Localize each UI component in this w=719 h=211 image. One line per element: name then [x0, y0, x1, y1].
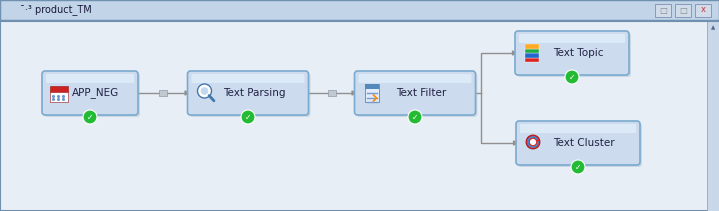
FancyBboxPatch shape [525, 58, 539, 62]
FancyBboxPatch shape [359, 74, 472, 83]
Text: ¯·³ product_TM: ¯·³ product_TM [20, 5, 92, 15]
Circle shape [241, 110, 255, 124]
FancyBboxPatch shape [44, 73, 140, 117]
Circle shape [530, 139, 536, 145]
FancyBboxPatch shape [46, 74, 134, 83]
Circle shape [565, 70, 579, 84]
Text: ✓: ✓ [569, 73, 575, 81]
FancyBboxPatch shape [188, 71, 308, 115]
FancyBboxPatch shape [159, 90, 167, 96]
FancyBboxPatch shape [675, 4, 691, 17]
FancyBboxPatch shape [365, 84, 378, 102]
FancyBboxPatch shape [517, 33, 631, 77]
FancyBboxPatch shape [191, 74, 305, 83]
Circle shape [408, 110, 422, 124]
FancyBboxPatch shape [516, 121, 640, 165]
FancyBboxPatch shape [0, 0, 719, 20]
FancyBboxPatch shape [695, 4, 711, 17]
Circle shape [198, 84, 211, 98]
Text: ▲: ▲ [711, 26, 715, 31]
FancyBboxPatch shape [50, 92, 68, 102]
FancyBboxPatch shape [354, 71, 475, 115]
FancyBboxPatch shape [327, 90, 336, 96]
Text: Text Filter: Text Filter [396, 88, 446, 98]
Circle shape [201, 87, 209, 95]
Text: x: x [700, 5, 705, 15]
FancyBboxPatch shape [525, 49, 539, 53]
FancyBboxPatch shape [42, 71, 138, 115]
FancyBboxPatch shape [50, 86, 68, 92]
Text: ✓: ✓ [574, 162, 581, 172]
FancyBboxPatch shape [190, 73, 311, 117]
FancyBboxPatch shape [357, 73, 477, 117]
FancyBboxPatch shape [515, 31, 629, 75]
Text: ✓: ✓ [87, 112, 93, 122]
Circle shape [571, 160, 585, 174]
Text: ✓: ✓ [244, 112, 251, 122]
Text: ✓: ✓ [412, 112, 418, 122]
Text: APP_NEG: APP_NEG [73, 88, 119, 99]
FancyBboxPatch shape [525, 44, 539, 49]
Text: Text Parsing: Text Parsing [223, 88, 285, 98]
FancyBboxPatch shape [520, 124, 636, 133]
Circle shape [526, 135, 540, 149]
FancyBboxPatch shape [525, 53, 539, 58]
FancyBboxPatch shape [365, 84, 378, 89]
FancyBboxPatch shape [518, 123, 642, 167]
FancyBboxPatch shape [519, 34, 625, 43]
Text: Text Topic: Text Topic [553, 48, 603, 58]
FancyBboxPatch shape [655, 4, 671, 17]
Text: □: □ [659, 5, 667, 15]
Text: □: □ [679, 5, 687, 15]
FancyBboxPatch shape [707, 20, 719, 211]
Circle shape [83, 110, 97, 124]
Text: Text Cluster: Text Cluster [553, 138, 615, 148]
